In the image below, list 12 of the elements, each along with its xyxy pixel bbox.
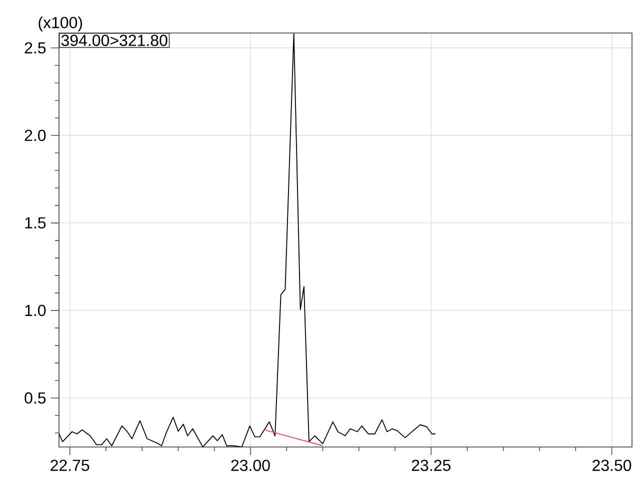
line-series xyxy=(59,33,436,447)
y-tick-label: 2.5 xyxy=(24,42,46,54)
y-tick-label: 1.5 xyxy=(25,217,46,228)
x-tick-label: 23.25 xyxy=(412,460,450,472)
annotation: 394.00>321.80 xyxy=(61,34,168,46)
x-tick-label: 23.50 xyxy=(592,460,632,472)
y-tick-label: 1.0 xyxy=(25,304,46,316)
y-axis-title: (x100) xyxy=(38,16,82,32)
x-tick-label: 23.00 xyxy=(231,460,270,472)
y-tick-label: 2.0 xyxy=(24,130,46,142)
x-tick-label: 22.75 xyxy=(50,460,90,472)
y-tick-label: 0.5 xyxy=(24,392,46,404)
